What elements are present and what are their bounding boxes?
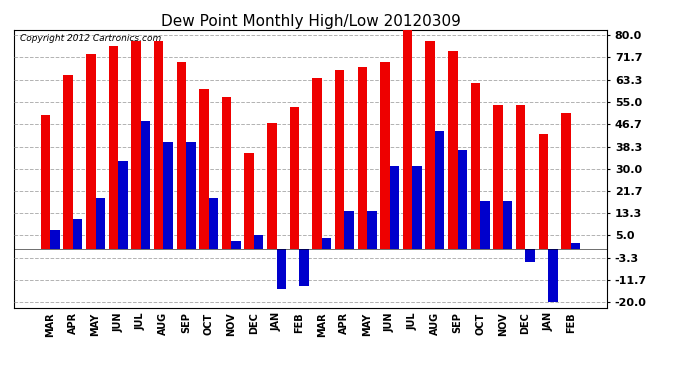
Bar: [539, 134, 548, 249]
Bar: [367, 211, 377, 249]
Bar: [571, 243, 580, 249]
Bar: [335, 70, 344, 249]
Bar: [63, 75, 73, 249]
Bar: [177, 62, 186, 249]
Bar: [118, 161, 128, 249]
Bar: [290, 107, 299, 249]
Bar: [403, 30, 413, 249]
Bar: [221, 97, 231, 249]
Bar: [480, 201, 490, 249]
Bar: [95, 198, 105, 249]
Bar: [73, 219, 82, 249]
Bar: [186, 142, 195, 249]
Bar: [313, 78, 322, 249]
Bar: [199, 89, 208, 249]
Bar: [526, 249, 535, 262]
Bar: [267, 123, 277, 249]
Title: Dew Point Monthly High/Low 20120309: Dew Point Monthly High/Low 20120309: [161, 14, 460, 29]
Bar: [164, 142, 173, 249]
Bar: [131, 40, 141, 249]
Bar: [516, 105, 526, 249]
Bar: [548, 249, 558, 302]
Bar: [299, 249, 308, 286]
Bar: [426, 40, 435, 249]
Bar: [50, 230, 60, 249]
Bar: [471, 83, 480, 249]
Bar: [435, 131, 444, 249]
Bar: [208, 198, 218, 249]
Bar: [141, 121, 150, 249]
Bar: [231, 241, 241, 249]
Bar: [413, 166, 422, 249]
Bar: [457, 150, 467, 249]
Bar: [108, 46, 118, 249]
Bar: [448, 51, 457, 249]
Bar: [357, 68, 367, 249]
Bar: [390, 166, 400, 249]
Bar: [154, 40, 164, 249]
Bar: [41, 116, 50, 249]
Text: Copyright 2012 Cartronics.com: Copyright 2012 Cartronics.com: [20, 34, 161, 43]
Bar: [322, 238, 331, 249]
Bar: [493, 105, 503, 249]
Bar: [254, 236, 264, 249]
Bar: [380, 62, 390, 249]
Bar: [277, 249, 286, 289]
Bar: [503, 201, 513, 249]
Bar: [244, 153, 254, 249]
Bar: [86, 54, 95, 249]
Bar: [344, 211, 354, 249]
Bar: [561, 113, 571, 249]
